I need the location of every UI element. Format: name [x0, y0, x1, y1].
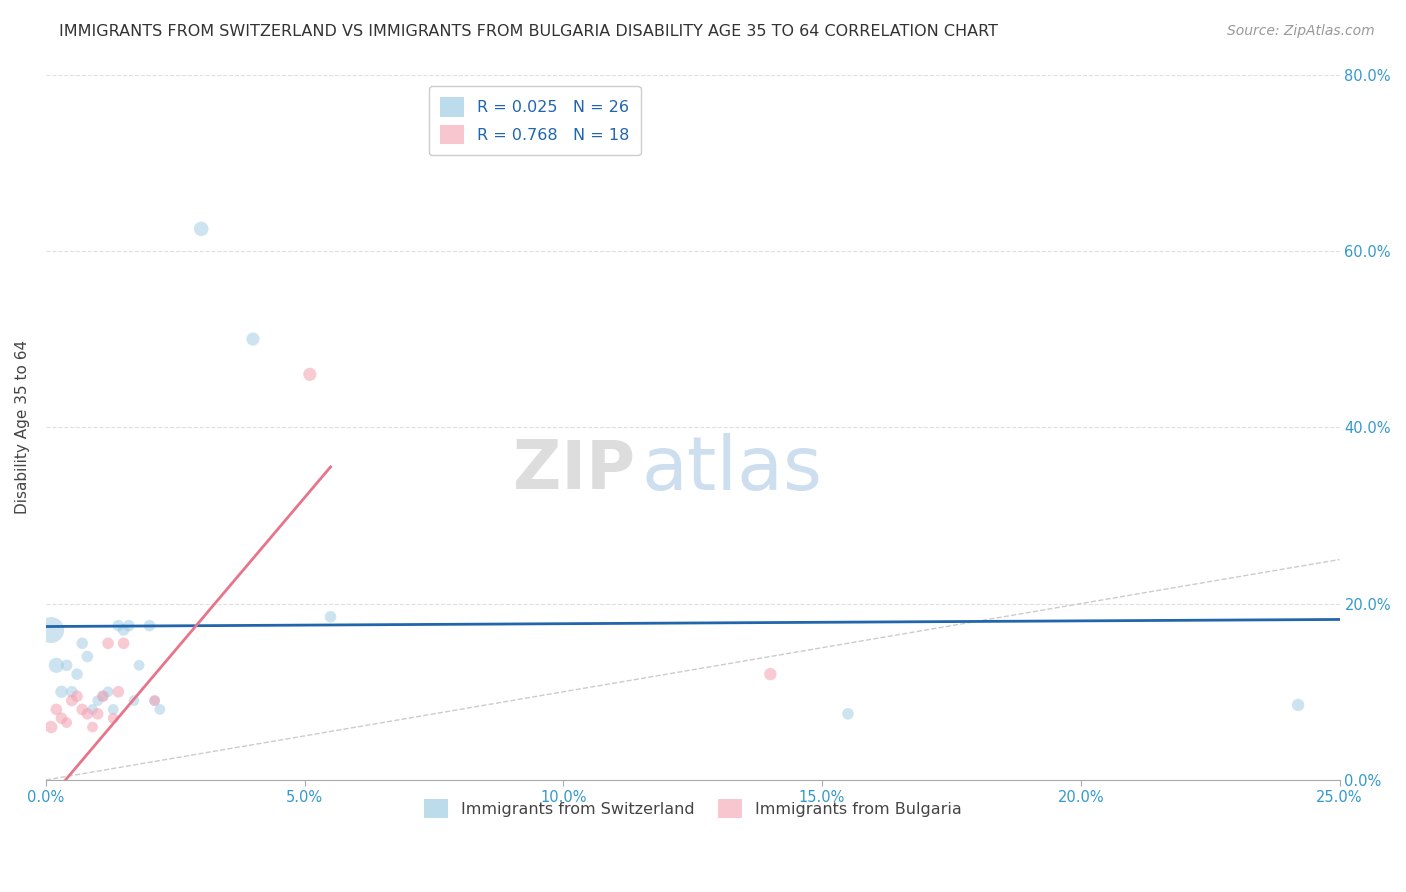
- Point: [97, 685, 120, 699]
- Point: [107, 685, 129, 699]
- Point: [82, 702, 104, 716]
- Point: [55, 715, 77, 730]
- Text: Source: ZipAtlas.com: Source: ZipAtlas.com: [1227, 24, 1375, 38]
- Point: [298, 368, 321, 382]
- Point: [39, 623, 62, 637]
- Point: [103, 702, 125, 716]
- Point: [70, 636, 93, 650]
- Point: [66, 667, 89, 681]
- Point: [70, 702, 93, 716]
- Point: [76, 649, 98, 664]
- Point: [86, 693, 108, 707]
- Point: [45, 658, 67, 673]
- Point: [112, 636, 135, 650]
- Point: [103, 711, 125, 725]
- Point: [149, 702, 172, 716]
- Point: [39, 720, 62, 734]
- Point: [82, 720, 104, 734]
- Point: [128, 658, 150, 673]
- Point: [97, 636, 120, 650]
- Point: [66, 689, 89, 703]
- Text: atlas: atlas: [641, 433, 823, 506]
- Point: [51, 711, 73, 725]
- Point: [51, 685, 73, 699]
- Point: [60, 693, 83, 707]
- Point: [91, 689, 114, 703]
- Point: [759, 667, 782, 681]
- Point: [91, 689, 114, 703]
- Point: [107, 618, 129, 632]
- Point: [118, 618, 141, 632]
- Point: [122, 693, 145, 707]
- Point: [138, 618, 160, 632]
- Point: [190, 222, 212, 236]
- Point: [837, 706, 859, 721]
- Point: [143, 693, 166, 707]
- Y-axis label: Disability Age 35 to 64: Disability Age 35 to 64: [15, 340, 30, 515]
- Point: [1286, 698, 1309, 712]
- Point: [319, 610, 342, 624]
- Point: [45, 702, 67, 716]
- Text: IMMIGRANTS FROM SWITZERLAND VS IMMIGRANTS FROM BULGARIA DISABILITY AGE 35 TO 64 : IMMIGRANTS FROM SWITZERLAND VS IMMIGRANT…: [59, 24, 998, 39]
- Point: [60, 685, 83, 699]
- Point: [112, 623, 135, 637]
- Legend: Immigrants from Switzerland, Immigrants from Bulgaria: Immigrants from Switzerland, Immigrants …: [418, 793, 969, 825]
- Point: [143, 693, 166, 707]
- Point: [55, 658, 77, 673]
- Point: [242, 332, 264, 346]
- Point: [86, 706, 108, 721]
- Point: [76, 706, 98, 721]
- Text: ZIP: ZIP: [513, 436, 634, 502]
